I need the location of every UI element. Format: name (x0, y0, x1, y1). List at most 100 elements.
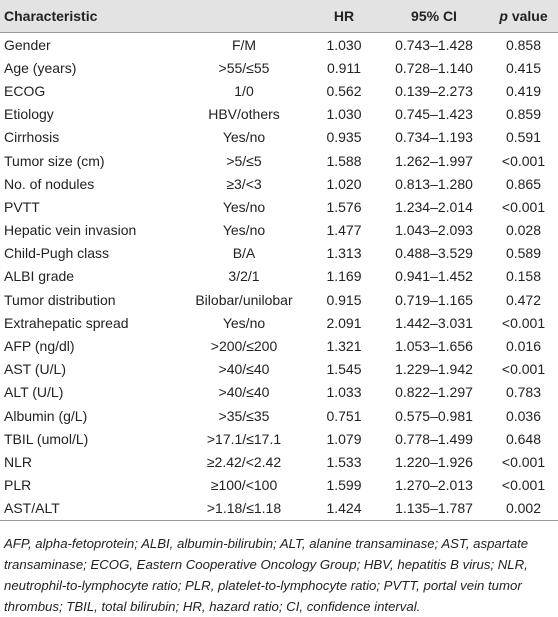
table-cell: PVTT (4, 198, 40, 215)
table-cell: 0.865 (505, 175, 542, 192)
table-cell: Extrahepatic spread (4, 314, 129, 331)
table-cell: 0.419 (505, 82, 542, 99)
table-cell: F/M (231, 36, 257, 53)
table-cell: Tumor distribution (4, 291, 116, 308)
table-cell: Yes/no (222, 314, 266, 331)
table-cell: Child-Pugh class (4, 245, 110, 262)
table-cell: 1.135–1.787 (379, 496, 489, 521)
p-symbol: p (499, 8, 508, 24)
table-cell: 1.033 (326, 384, 362, 401)
table-cell: >17.1/≤17.1 (206, 430, 282, 447)
table-cell: 3/2/1 (228, 268, 260, 285)
table-row: No. of nodules ≥3/<3 1.020 0.813–1.280 0.865 (0, 172, 558, 195)
table-cell: ≥3/<3 (226, 175, 262, 192)
table-cell: Albumin (g/L) (4, 407, 88, 424)
table-cell: Hepatic vein invasion (4, 222, 137, 239)
table-cell: 1.477 (326, 222, 362, 239)
table-cell: Bilobar/unilobar (195, 291, 293, 308)
header-cell: HR (309, 0, 379, 33)
table-cell: AST/ALT (0, 496, 179, 521)
table-cell: >40/≤40 (218, 384, 270, 401)
table-cell: No. of nodules (4, 175, 95, 192)
table-cell: <0.001 (501, 314, 546, 331)
table-row: ALT (U/L) >40/≤40 1.033 0.822–1.297 0.783 (0, 381, 558, 404)
table-cell: Tumor size (cm) (4, 152, 105, 169)
table-cell: Age (years) (4, 59, 77, 76)
table-cell: <0.001 (501, 361, 546, 378)
table-row: PLR ≥100/<100 1.599 1.270–2.013 <0.001 (0, 474, 558, 497)
table-cell: 1.262–1.997 (395, 152, 473, 169)
table-cell: 1.169 (326, 268, 362, 285)
table-cell: Yes/no (222, 198, 266, 215)
table-cell: ≥2.42/<2.42 (206, 453, 282, 470)
table-row: AST (U/L) >40/≤40 1.545 1.229–1.942 <0.001 (0, 358, 558, 381)
table-cell: 0.415 (505, 59, 542, 76)
table-cell: ≥100/<100 (210, 477, 278, 494)
table-cell: TBIL (umol/L) (4, 430, 89, 447)
table-cell: 0.591 (505, 129, 542, 146)
table-cell: >5/≤5 (226, 152, 262, 169)
table-row: AFP (ng/dl) >200/≤200 1.321 1.053–1.656 0.01… (0, 334, 558, 357)
table-row: Age (years) >55/≤55 0.911 0.728–1.140 0.415 (0, 56, 558, 79)
table-cell: 2.091 (326, 314, 362, 331)
table-cell: Yes/no (222, 129, 266, 146)
table-cell: Cirrhosis (4, 129, 60, 146)
table-cell: 0.859 (505, 106, 542, 123)
table-cell: 0.778–1.499 (395, 430, 473, 447)
table-cell: ALT (U/L) (4, 384, 64, 401)
table-cell: 1.545 (326, 361, 362, 378)
table-cell: 0.648 (505, 430, 542, 447)
table-cell: 0.783 (505, 384, 542, 401)
table-cell: NLR (4, 453, 33, 470)
table-row: TBIL (umol/L) >17.1/≤17.1 1.079 0.778–1.499… (0, 427, 558, 450)
table-cell: 1.043–2.093 (395, 222, 473, 239)
table-cell: 1.220–1.926 (395, 453, 473, 470)
table-cell: 0.575–0.981 (395, 407, 473, 424)
table-body: Gender F/M 1.030 0.743–1.428 0.858 Age (years… (0, 33, 558, 521)
table-cell: 0.745–1.423 (395, 106, 473, 123)
table-cell: B/A (232, 245, 256, 262)
table-row: Child-Pugh class B/A 1.313 0.488–3.529 0.589 (0, 242, 558, 265)
table-cell: 1.053–1.656 (395, 338, 473, 355)
table-cell: 0.822–1.297 (395, 384, 473, 401)
table-cell: 0.743–1.428 (395, 36, 473, 53)
table-cell: 0.139–2.273 (395, 82, 473, 99)
table-row: Hepatic vein invasion Yes/no 1.477 1.043–2.… (0, 219, 558, 242)
table-cell: 1.533 (326, 453, 362, 470)
header-cell: Characteristic (0, 0, 179, 33)
table-cell: 1.588 (326, 152, 362, 169)
table-cell: >1.18/≤1.18 (179, 496, 309, 521)
table-cell: ALBI grade (4, 268, 75, 285)
table-row: NLR ≥2.42/<2.42 1.533 1.220–1.926 <0.001 (0, 450, 558, 473)
table-cell: 0.488–3.529 (395, 245, 473, 262)
table-cell: 1.270–2.013 (395, 477, 473, 494)
table-cell: 0.915 (326, 291, 362, 308)
table-cell: 0.002 (489, 496, 558, 521)
table-cell: 1.442–3.031 (395, 314, 473, 331)
table-cell: HBV/others (208, 106, 280, 123)
table-cell: 0.589 (505, 245, 542, 262)
table-cell: 0.734–1.193 (395, 129, 473, 146)
header-row: Characteristic HR 95% CI p value (0, 0, 558, 33)
table-row: Etiology HBV/others 1.030 0.745–1.423 0.859 (0, 103, 558, 126)
table-cell: 0.751 (326, 407, 362, 424)
table-row: AST/ALT >1.18/≤1.18 1.424 1.135–1.787 0.002 (0, 496, 558, 521)
footnote: AFP, alpha-fetoprotein; ALBI, albumin-bi… (4, 535, 529, 614)
table-cell: 0.158 (505, 268, 542, 285)
table-cell: <0.001 (501, 198, 546, 215)
table-cell: >200/≤200 (210, 338, 278, 355)
table-cell: 1.020 (326, 175, 362, 192)
table-cell: AST (U/L) (4, 361, 66, 378)
table-row: PVTT Yes/no 1.576 1.234–2.014 <0.001 (0, 195, 558, 218)
table-cell: PLR (4, 477, 32, 494)
table-cell: ECOG (4, 82, 46, 99)
table-cell: 0.472 (505, 291, 542, 308)
table-cell: 0.562 (326, 82, 362, 99)
table-cell: >55/≤55 (218, 59, 270, 76)
table-cell: >35/≤35 (218, 407, 270, 424)
table-row: Extrahepatic spread Yes/no 2.091 1.442–3.03… (0, 311, 558, 334)
table-cell: 1.229–1.942 (395, 361, 473, 378)
table-row: Gender F/M 1.030 0.743–1.428 0.858 (0, 33, 558, 57)
table-cell: 1.424 (309, 496, 379, 521)
